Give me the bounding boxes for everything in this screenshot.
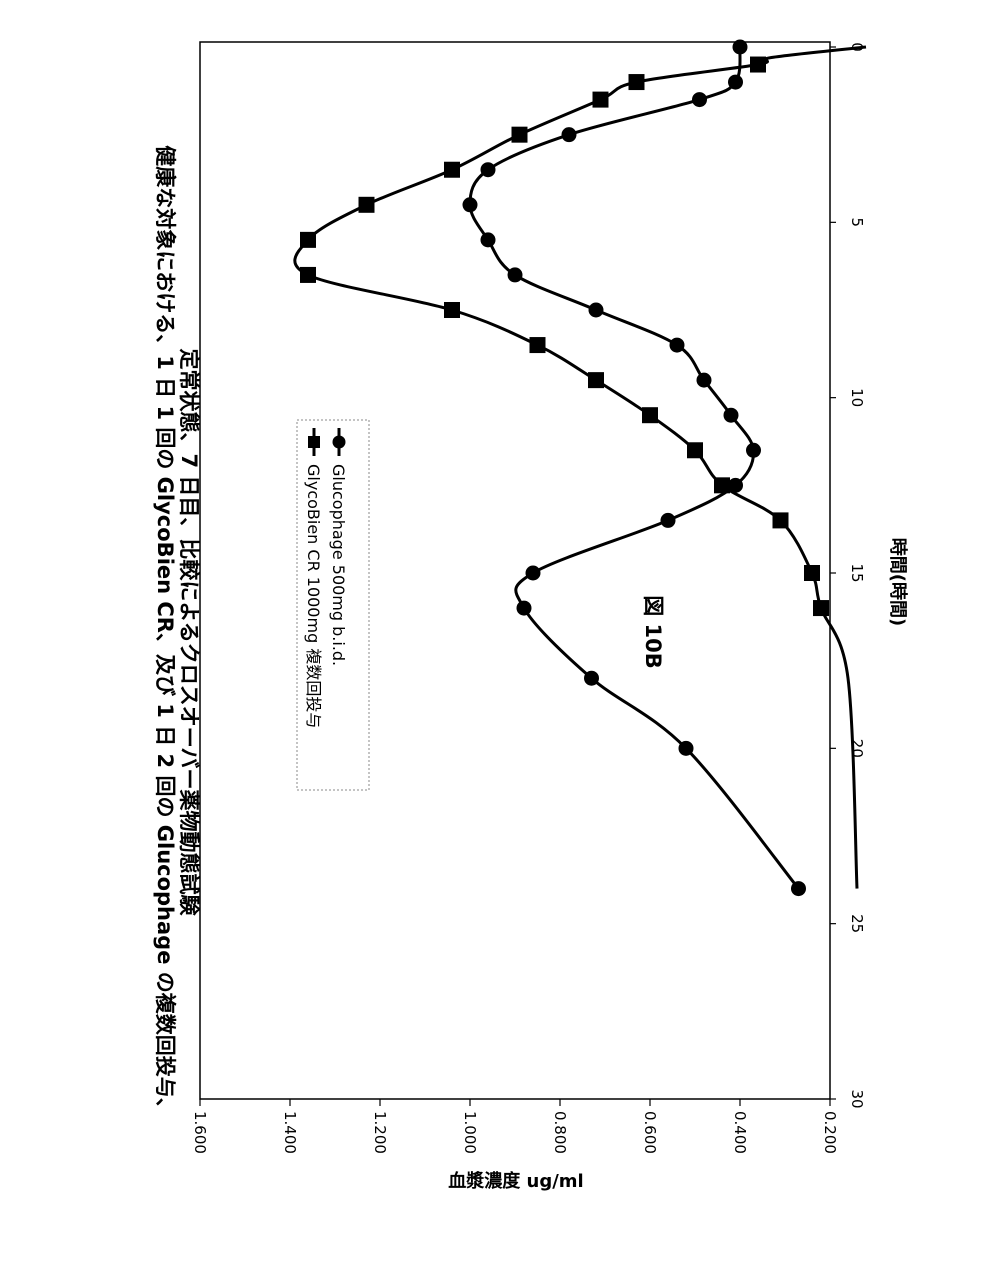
glycobien-point [530,337,546,353]
glucophage-point [733,40,748,55]
glucophage-point [670,338,685,353]
glycobien-point [512,127,528,143]
x-tick-label: 15 [848,563,866,582]
glycobien-line [295,47,866,889]
glycobien-point [629,74,645,90]
y-tick-label: 0.200 [821,1111,839,1154]
y-tick-label: 0.400 [731,1111,749,1154]
y-tick-label: 1.400 [281,1111,299,1154]
chart-title-line1: 健康な対象における、1 日 1 回の GlycoBien CR、及び 1 日 2… [153,145,177,1119]
x-tick-label: 5 [848,218,866,228]
chart-title-line2: 定常状態、7 日目、比較によるクロスオーバー薬物動態試験 [177,348,201,916]
glucophage-point [481,162,496,177]
glycobien-point [750,57,766,73]
glucophage-point [692,92,707,107]
glucophage-point [724,408,739,423]
series-layer [295,40,866,897]
glycobien-point [300,232,316,248]
x-tick-label: 25 [848,914,866,933]
glucophage-point [517,601,532,616]
legend-square-marker [308,436,320,448]
plot-area-frame [200,42,830,1099]
glycobien-point [300,267,316,283]
x-axis-title: 時間(時間) [887,538,908,626]
y-axis-title: 血漿濃度 ug/ml [448,1170,583,1192]
y-axis-ticks: 0.200 0.400 0.600 0.800 1.000 1.200 1.400 1.600 [191,1099,839,1154]
glucophage-point [697,373,712,388]
rotated-chart: 図 10B 健康な対象における、1 日 1 回の GlycoBien CR、及び… [153,40,908,1193]
glucophage-point [728,75,743,90]
glucophage-point [508,267,523,282]
glucophage-point [562,127,577,142]
glycobien-point [804,565,820,581]
y-tick-label: 0.600 [641,1111,659,1154]
glycobien-point [773,512,789,528]
titles: 図 10B 健康な対象における、1 日 1 回の GlycoBien CR、及び… [153,145,665,1119]
glucophage-point [526,566,541,581]
glucophage-point [661,513,676,528]
glycobien-point [444,162,460,178]
glucophage-point [728,478,743,493]
glucophage-point [746,443,761,458]
glycobien-point [687,442,703,458]
y-tick-label: 1.000 [461,1111,479,1154]
glucophage-point [589,303,604,318]
glycobien-point [593,92,609,108]
glycobien-point [642,407,658,423]
glycobien-point [813,600,829,616]
glucophage-point [791,881,806,896]
glucophage-line [470,47,799,889]
glucophage-point [463,197,478,212]
y-tick-label: 1.200 [371,1111,389,1154]
legend-label-glycobien: GlycoBien CR 1000mg 複数回投与 [304,464,323,728]
glycobien-point [444,302,460,318]
glucophage-point [584,671,599,686]
y-tick-label: 1.600 [191,1111,209,1154]
x-tick-label: 30 [848,1089,866,1108]
figure-label: 図 10B [641,595,665,669]
legend-circle-marker [333,436,346,449]
x-tick-label: 20 [848,739,866,758]
legend: GlycoBien CR 1000mg 複数回投与 Glucophage 500… [297,420,369,790]
glucophage-point [679,741,694,756]
legend-label-glucophage: Glucophage 500mg b.i.d. [329,464,348,666]
glucophage-point [481,232,496,247]
glycobien-point [359,197,375,213]
glycobien-point [588,372,604,388]
x-tick-label: 10 [848,388,866,407]
y-tick-label: 0.800 [551,1111,569,1154]
x-axis-ticks: 051015202530 [830,42,866,1108]
